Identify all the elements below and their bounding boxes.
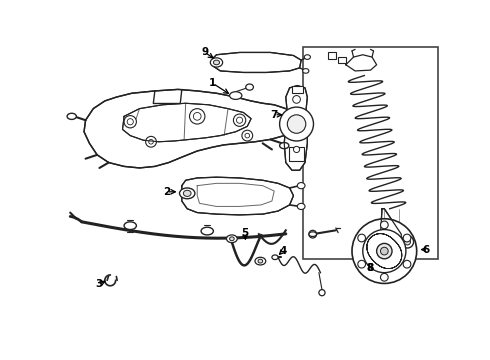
Polygon shape (284, 86, 307, 170)
Circle shape (294, 147, 300, 153)
Ellipse shape (201, 227, 213, 235)
Bar (303, 47, 438, 259)
Ellipse shape (183, 190, 191, 197)
Circle shape (237, 117, 243, 123)
Ellipse shape (304, 55, 311, 59)
Ellipse shape (213, 60, 220, 65)
Circle shape (352, 219, 416, 283)
Ellipse shape (226, 235, 237, 243)
Text: 2: 2 (163, 187, 170, 197)
Circle shape (381, 274, 388, 281)
Circle shape (358, 234, 366, 242)
Polygon shape (182, 177, 294, 215)
Circle shape (319, 289, 325, 296)
Bar (292, 86, 303, 93)
Ellipse shape (309, 232, 317, 237)
Circle shape (194, 112, 201, 120)
Ellipse shape (303, 69, 309, 73)
Circle shape (280, 107, 314, 141)
Text: 8: 8 (367, 263, 374, 273)
Ellipse shape (246, 84, 253, 90)
Ellipse shape (255, 257, 266, 265)
Text: 7: 7 (270, 110, 278, 120)
Text: 1: 1 (209, 78, 216, 88)
Circle shape (242, 130, 253, 141)
Text: 6: 6 (422, 244, 430, 255)
Bar (328, 53, 336, 59)
Circle shape (309, 230, 317, 238)
Polygon shape (84, 89, 297, 168)
Circle shape (363, 230, 406, 273)
Circle shape (381, 247, 388, 255)
Circle shape (190, 109, 205, 124)
Circle shape (233, 114, 246, 126)
Bar (338, 57, 346, 63)
Text: 9: 9 (201, 48, 208, 58)
Circle shape (124, 116, 136, 128)
Circle shape (127, 119, 133, 125)
Ellipse shape (229, 92, 242, 99)
Ellipse shape (67, 113, 76, 120)
Bar (289, 147, 304, 161)
Text: 4: 4 (279, 246, 286, 256)
Polygon shape (122, 103, 251, 142)
Text: 3: 3 (95, 279, 102, 289)
Circle shape (381, 221, 388, 229)
Ellipse shape (179, 188, 195, 199)
Ellipse shape (297, 183, 305, 189)
Circle shape (404, 239, 411, 245)
Circle shape (403, 234, 411, 242)
Ellipse shape (297, 203, 305, 210)
Ellipse shape (272, 255, 278, 260)
Circle shape (358, 260, 366, 268)
Circle shape (401, 236, 414, 248)
Text: 8: 8 (367, 263, 374, 273)
Ellipse shape (280, 143, 289, 149)
Circle shape (293, 95, 300, 103)
Circle shape (403, 260, 411, 268)
Circle shape (149, 139, 153, 144)
Ellipse shape (124, 222, 136, 230)
Text: 5: 5 (242, 228, 248, 238)
Circle shape (377, 243, 392, 259)
Ellipse shape (229, 237, 234, 241)
Ellipse shape (210, 58, 222, 67)
Circle shape (146, 136, 156, 147)
Ellipse shape (258, 259, 263, 263)
Polygon shape (381, 209, 401, 242)
Circle shape (245, 133, 249, 138)
Circle shape (287, 115, 306, 133)
Polygon shape (213, 53, 301, 72)
